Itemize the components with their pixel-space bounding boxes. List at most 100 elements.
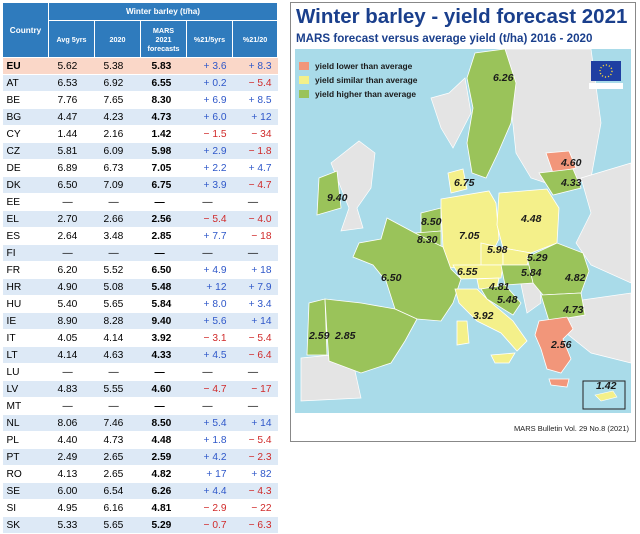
cell-pct-5yrs: − 1.5 bbox=[186, 125, 233, 143]
table-row: EE — — — — — bbox=[2, 193, 278, 211]
table-row: DE 6.89 6.73 7.05 + 2.2 + 4.7 bbox=[2, 159, 278, 177]
cell-pct-20: + 8.5 bbox=[232, 91, 278, 109]
cell-pct-20: − 5.4 bbox=[232, 431, 278, 449]
table-row: CZ 5.81 6.09 5.98 + 2.9− 1.8 bbox=[2, 142, 278, 160]
cell-pct-5yrs: + 4.4 bbox=[186, 482, 233, 500]
cell-avg5: 2.70 bbox=[48, 210, 95, 228]
cell-2020: 7.65 bbox=[94, 91, 141, 109]
cell-avg5: 5.62 bbox=[48, 57, 95, 75]
cell-2020: 4.14 bbox=[94, 329, 141, 347]
cell-forecast: — bbox=[140, 244, 187, 262]
map-subtitle: MARS forecast versus average yield (t/ha… bbox=[296, 32, 593, 45]
cell-2020: 8.28 bbox=[94, 312, 141, 330]
cell-country: AT bbox=[2, 74, 49, 92]
table-row: EL 2.70 2.66 2.56− 5.4− 4.0 bbox=[2, 210, 278, 228]
cell-2020: 6.92 bbox=[94, 74, 141, 92]
map-country-dk bbox=[447, 168, 468, 194]
cell-country: CZ bbox=[2, 142, 49, 160]
cell-avg5: 2.64 bbox=[48, 227, 95, 245]
cell-pct-20: — bbox=[232, 193, 278, 211]
table-row: HU 5.40 5.65 5.84 + 8.0 + 3.4 bbox=[2, 295, 278, 313]
cell-country: LU bbox=[2, 363, 49, 381]
map-value-cy: 1.42 bbox=[596, 380, 617, 392]
cell-avg5: 6.20 bbox=[48, 261, 95, 279]
cell-2020: 2.65 bbox=[94, 465, 141, 483]
cell-country: LT bbox=[2, 346, 49, 364]
cell-avg5: 5.81 bbox=[48, 142, 95, 160]
cell-pct-20: + 7.9 bbox=[232, 278, 278, 296]
cell-pct-20: + 14 bbox=[232, 414, 278, 432]
cell-forecast: 5.29 bbox=[140, 516, 187, 534]
cell-avg5: 4.40 bbox=[48, 431, 95, 449]
map-country-lt bbox=[538, 168, 582, 196]
map-value-hu: 5.84 bbox=[521, 267, 542, 279]
cell-avg5: 4.83 bbox=[48, 380, 95, 398]
cell-avg5: — bbox=[48, 193, 95, 211]
cell-pct-5yrs: − 5.4 bbox=[186, 210, 233, 228]
cell-pct-5yrs: − 2.9 bbox=[186, 499, 233, 517]
cell-pct-20: + 12 bbox=[232, 108, 278, 126]
table-row: PL 4.40 4.73 4.48 + 1.8− 5.4 bbox=[2, 431, 278, 449]
legend: yield lower than average yield similar t… bbox=[299, 61, 418, 99]
cell-pct-20: − 6.3 bbox=[232, 516, 278, 534]
cell-forecast: 4.48 bbox=[140, 431, 187, 449]
cell-forecast: 4.81 bbox=[140, 499, 187, 517]
map-country-el bbox=[534, 316, 574, 374]
cell-2020: 7.46 bbox=[94, 414, 141, 432]
cell-2020: — bbox=[94, 363, 141, 381]
legend-swatch-higher bbox=[299, 90, 309, 98]
cell-pct-5yrs: + 7.7 bbox=[186, 227, 233, 245]
legend-swatch-lower bbox=[299, 62, 309, 70]
cell-2020: 6.09 bbox=[94, 142, 141, 160]
cell-2020: — bbox=[94, 193, 141, 211]
table-row: CY 1.44 2.16 1.42− 1.5− 34 bbox=[2, 125, 278, 143]
cell-2020: 5.52 bbox=[94, 261, 141, 279]
cell-forecast: 4.73 bbox=[140, 108, 187, 126]
cell-avg5: 7.76 bbox=[48, 91, 95, 109]
cell-forecast: 5.48 bbox=[140, 278, 187, 296]
cell-forecast: 4.60 bbox=[140, 380, 187, 398]
map-value-si: 4.81 bbox=[488, 281, 510, 293]
cell-2020: — bbox=[94, 244, 141, 262]
cell-pct-5yrs: + 6.0 bbox=[186, 108, 233, 126]
cell-2020: 5.65 bbox=[94, 516, 141, 534]
cell-pct-5yrs: + 8.0 bbox=[186, 295, 233, 313]
map-country-pt bbox=[306, 298, 328, 356]
cell-country: NL bbox=[2, 414, 49, 432]
cell-avg5: 6.50 bbox=[48, 176, 95, 194]
cell-pct-5yrs: + 4.9 bbox=[186, 261, 233, 279]
cell-pct-20: − 4.7 bbox=[232, 176, 278, 194]
map-country-es bbox=[324, 298, 418, 374]
cell-country: DE bbox=[2, 159, 49, 177]
cell-pct-5yrs: + 6.9 bbox=[186, 91, 233, 109]
cell-avg5: — bbox=[48, 363, 95, 381]
table-row: SI 4.95 6.16 4.81− 2.9− 22 bbox=[2, 499, 278, 517]
cell-2020: 5.55 bbox=[94, 380, 141, 398]
cell-2020: 2.16 bbox=[94, 125, 141, 143]
map-country-lv bbox=[545, 150, 577, 174]
map-country-bg bbox=[540, 292, 586, 322]
cell-country: FI bbox=[2, 244, 49, 262]
map-country-cy bbox=[594, 390, 618, 402]
norway-area bbox=[430, 77, 472, 149]
eu-stars-icon bbox=[599, 64, 613, 78]
map-country-ro bbox=[526, 242, 590, 296]
map-value-bg: 4.73 bbox=[562, 304, 584, 316]
map-value-el: 2.56 bbox=[550, 339, 572, 351]
cell-forecast: 6.75 bbox=[140, 176, 187, 194]
map-value-ro: 4.82 bbox=[564, 272, 586, 284]
cell-country: BG bbox=[2, 108, 49, 126]
cell-pct-5yrs: + 0.2 bbox=[186, 74, 233, 92]
map-country-it bbox=[454, 288, 528, 352]
cell-avg5: 4.90 bbox=[48, 278, 95, 296]
cell-avg5: 2.49 bbox=[48, 448, 95, 466]
cell-avg5: 4.13 bbox=[48, 465, 95, 483]
cell-avg5: 6.00 bbox=[48, 482, 95, 500]
table-row: BE 7.76 7.65 8.30 + 6.9 + 8.5 bbox=[2, 91, 278, 109]
cell-2020: 3.48 bbox=[94, 227, 141, 245]
cell-pct-5yrs: — bbox=[186, 193, 233, 211]
table-row: MT — — — — — bbox=[2, 397, 278, 415]
cell-pct-20: + 4.7 bbox=[232, 159, 278, 177]
cell-pct-5yrs: + 2.2 bbox=[186, 159, 233, 177]
cell-country: LV bbox=[2, 380, 49, 398]
